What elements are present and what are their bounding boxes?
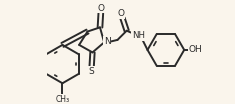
Text: O: O — [117, 9, 124, 18]
Text: N: N — [104, 37, 110, 46]
Text: NH: NH — [132, 31, 145, 40]
Text: OH: OH — [189, 45, 202, 54]
Text: CH₃: CH₃ — [55, 95, 70, 104]
Text: S: S — [88, 67, 94, 76]
Text: O: O — [98, 4, 105, 13]
